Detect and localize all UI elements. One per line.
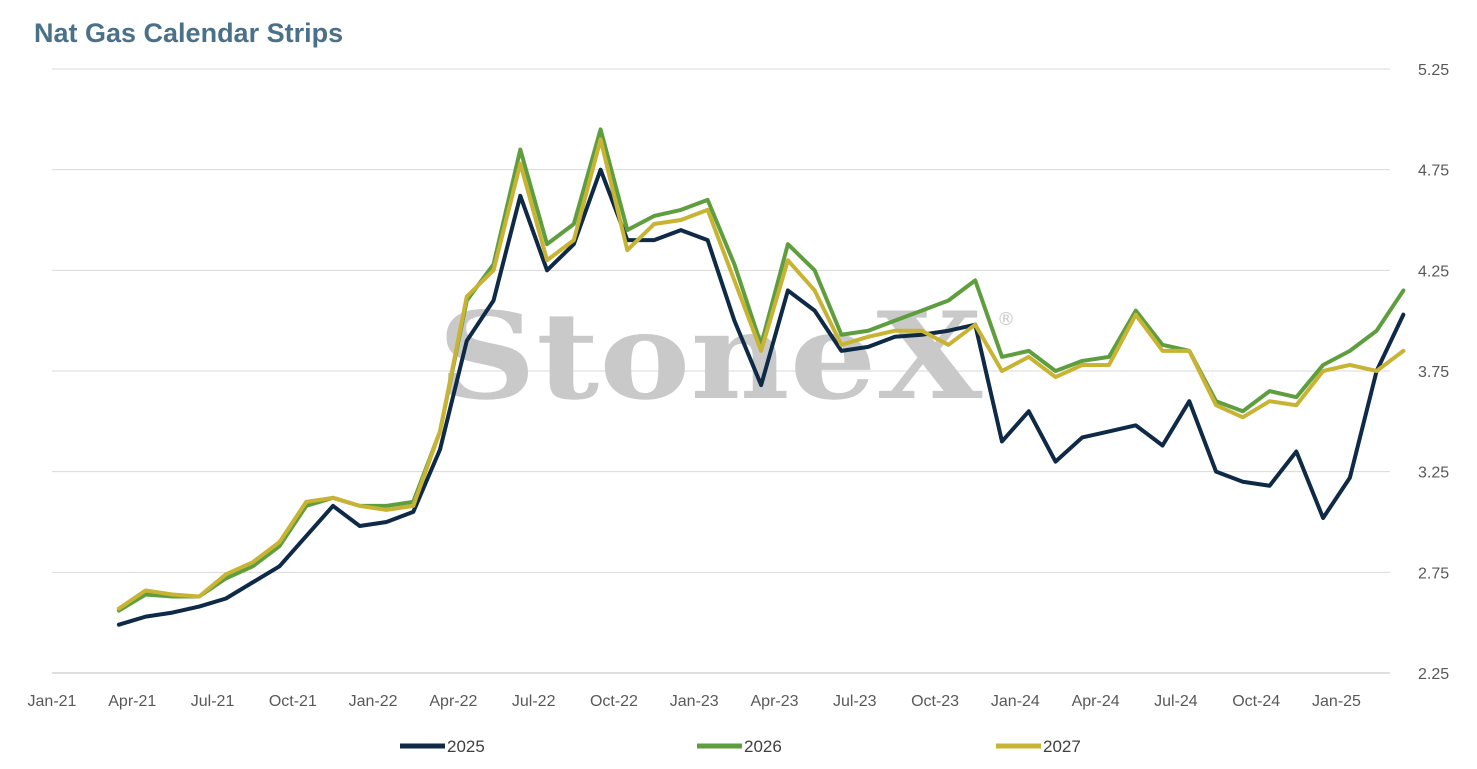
y-axis-ticks: 2.25 2.75 3.25 3.75 4.25 4.75 5.25 bbox=[1418, 62, 1449, 683]
x-tick-label: Apr-24 bbox=[1072, 693, 1120, 710]
x-tick-label: Oct-24 bbox=[1232, 693, 1280, 710]
y-tick-label: 4.75 bbox=[1418, 163, 1449, 180]
x-tick-label: Jul-24 bbox=[1154, 693, 1198, 710]
x-tick-label: Jan-25 bbox=[1312, 693, 1361, 710]
x-tick-label: Jan-21 bbox=[28, 693, 77, 710]
x-tick-label: Oct-22 bbox=[590, 693, 638, 710]
y-tick-label: 2.25 bbox=[1418, 666, 1449, 683]
x-tick-label: Apr-21 bbox=[108, 693, 156, 710]
legend-label-2027: 2027 bbox=[1043, 737, 1081, 756]
y-tick-label: 4.25 bbox=[1418, 263, 1449, 280]
x-tick-label: Apr-23 bbox=[751, 693, 799, 710]
legend: 2025 2026 2027 bbox=[400, 737, 1081, 756]
x-tick-label: Jul-23 bbox=[833, 693, 877, 710]
series-line-2025 bbox=[116, 167, 1406, 627]
watermark-registered-mark: ® bbox=[997, 309, 1015, 330]
chart-title: Nat Gas Calendar Strips bbox=[34, 18, 344, 48]
x-tick-label: Apr-22 bbox=[429, 693, 477, 710]
x-tick-label: Jan-24 bbox=[991, 693, 1040, 710]
y-tick-label: 3.75 bbox=[1418, 364, 1449, 381]
watermark: StoneX ® bbox=[438, 286, 1016, 427]
x-tick-label: Jan-22 bbox=[349, 693, 398, 710]
y-tick-label: 3.25 bbox=[1418, 465, 1449, 482]
y-tick-label: 5.25 bbox=[1418, 62, 1449, 79]
x-tick-label: Oct-21 bbox=[269, 693, 317, 710]
x-tick-label: Jan-23 bbox=[670, 693, 719, 710]
x-axis-ticks: Jan-21 Apr-21 Jul-21 Oct-21 Jan-22 Apr-22 Jul-… bbox=[28, 693, 1362, 710]
watermark-text: StoneX bbox=[438, 286, 983, 427]
series-line-2027 bbox=[116, 137, 1406, 611]
x-tick-label: Jul-21 bbox=[191, 693, 235, 710]
gridlines bbox=[52, 68, 1390, 674]
legend-label-2025: 2025 bbox=[447, 737, 485, 756]
y-tick-label: 2.75 bbox=[1418, 565, 1449, 582]
legend-label-2026: 2026 bbox=[744, 737, 782, 756]
x-tick-label: Oct-23 bbox=[911, 693, 959, 710]
x-tick-label: Jul-22 bbox=[512, 693, 556, 710]
series-lines bbox=[116, 127, 1406, 627]
